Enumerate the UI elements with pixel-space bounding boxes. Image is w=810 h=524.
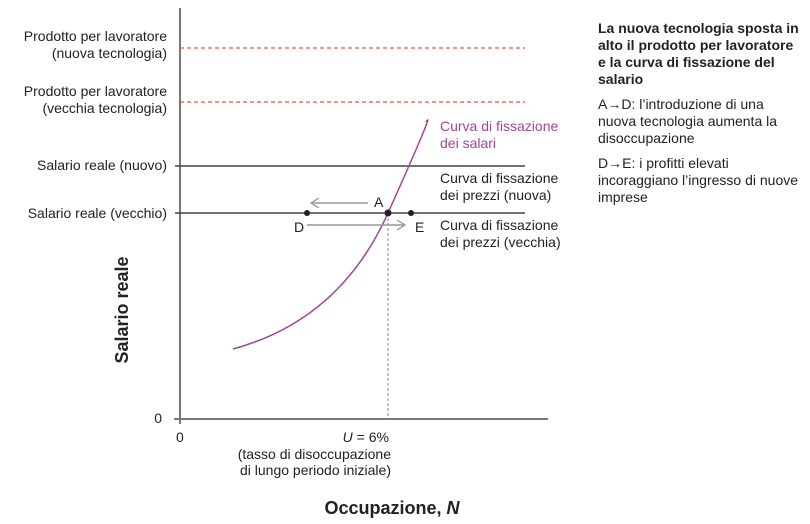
y-axis-title: Salario reale [112, 256, 132, 363]
panel-title: La nuova tecnologia sposta in alto il pr… [598, 20, 799, 87]
panel-step-d-e: D→E: i profitti elevati incoraggiano l’i… [598, 155, 799, 205]
u-var: U [343, 429, 354, 445]
y-origin: 0 [154, 410, 162, 426]
point-d [304, 210, 310, 216]
u-label: U = 6% [343, 429, 389, 445]
price-new-label-2: dei prezzi (nuova) [440, 187, 551, 203]
label-wage-old: Salario reale (vecchio) [28, 205, 167, 221]
u-note-2: di lungo periodo iniziale) [240, 462, 391, 478]
wage-setting-curve [232, 119, 429, 350]
x-axis-title-text: Occupazione, [324, 498, 446, 518]
wage-setting-label: Curva di fissazione [440, 118, 558, 134]
point-d-label: D [294, 219, 304, 235]
label-product-new-2: (nuova tecnologia) [52, 45, 167, 61]
price-old-label-2: dei prezzi (vecchia) [440, 234, 561, 250]
price-new-label: Curva di fissazione [440, 170, 558, 186]
point-e-label: E [415, 219, 424, 235]
label-product-old: Prodotto per lavoratore [24, 83, 167, 99]
label-product-new: Prodotto per lavoratore [24, 28, 167, 44]
x-axis-title: Occupazione, N [324, 498, 460, 518]
point-a-label: A [374, 194, 384, 210]
x-axis-title-var: N [447, 498, 461, 518]
label-wage-new: Salario reale (nuovo) [37, 157, 167, 173]
panel-step-a-d: A→D: l’introduzione di una nuova tecnolo… [598, 96, 778, 146]
point-a [384, 209, 392, 217]
explanation-panel: La nuova tecnologia sposta in alto il pr… [598, 20, 803, 214]
wage-setting-label-2: dei salari [440, 135, 496, 151]
x-origin: 0 [176, 429, 184, 445]
point-e [408, 210, 414, 216]
price-old-label: Curva di fissazione [440, 217, 558, 233]
u-note-1: (tasso di disoccupazione [238, 446, 392, 462]
label-product-old-2: (vecchia tecnologia) [42, 100, 167, 116]
u-value: = 6% [353, 429, 389, 445]
